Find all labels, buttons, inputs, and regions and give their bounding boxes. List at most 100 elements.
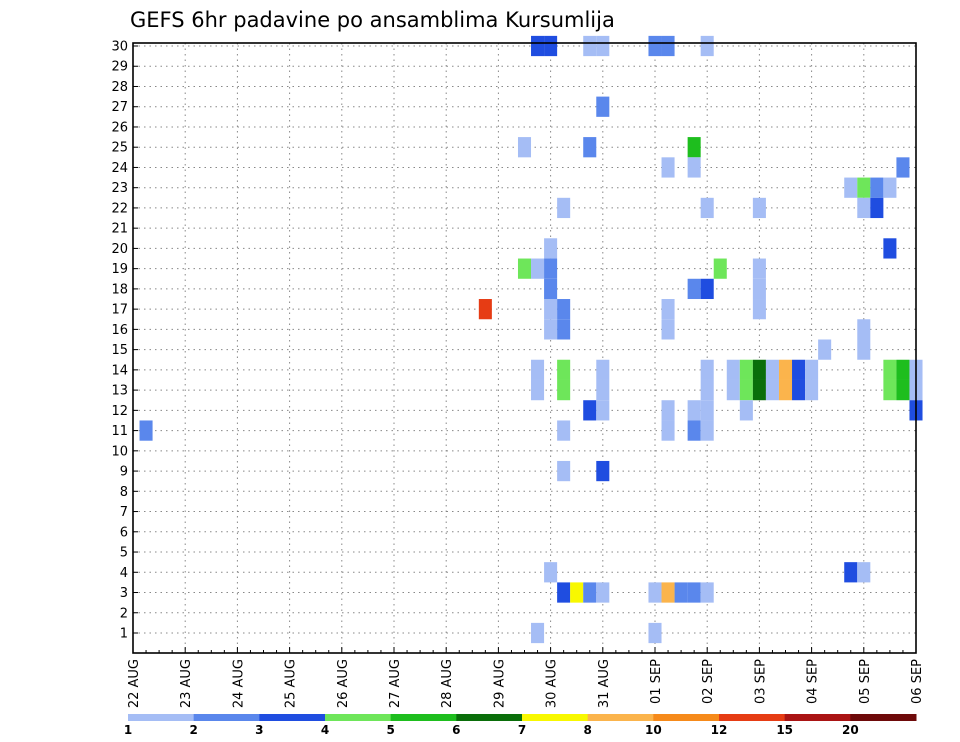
y-tick-label: 8: [120, 485, 128, 500]
heatmap-cell: [700, 197, 714, 219]
heatmap-cell: [648, 582, 662, 603]
y-tick-label: 14: [111, 363, 128, 378]
colorbar-label: 15: [776, 723, 793, 737]
heatmap-cell: [583, 582, 597, 603]
heatmap-cell: [857, 319, 871, 340]
heatmap-cell: [531, 622, 545, 644]
x-tick-label: 22 AUG: [127, 659, 142, 708]
y-tick-label: 2: [120, 606, 128, 621]
heatmap-cell: [844, 562, 858, 583]
y-tick-label: 5: [120, 546, 128, 561]
heatmap-cell: [739, 400, 753, 421]
y-tick-label: 16: [111, 323, 128, 338]
heatmap-cell: [752, 299, 766, 320]
heatmap-cell: [700, 359, 714, 380]
colorbar-segment: [587, 714, 654, 721]
colorbar-segment: [456, 714, 523, 721]
heatmap-cell: [870, 197, 884, 219]
heatmap-cell: [687, 400, 701, 421]
y-tick-label: 13: [111, 384, 128, 399]
heatmap-cell: [726, 359, 740, 380]
colorbar-segment: [784, 714, 851, 721]
y-tick-label: 27: [111, 100, 128, 115]
x-tick-label: 06 SEP: [910, 659, 925, 704]
y-tick-label: 1: [120, 627, 128, 642]
heatmap-cell: [752, 359, 766, 380]
heatmap-cell: [700, 35, 714, 57]
y-tick-label: 24: [111, 161, 128, 176]
y-tick-label: 3: [120, 586, 128, 601]
heatmap-cell: [517, 137, 532, 158]
heatmap-cell: [805, 359, 819, 380]
heatmap-cell: [752, 278, 766, 300]
x-tick-label: 02 SEP: [701, 659, 716, 704]
heatmap-cell: [661, 157, 675, 178]
y-tick-label: 25: [111, 141, 128, 156]
heatmap-cell: [557, 460, 571, 482]
heatmap-cell: [687, 582, 701, 603]
heatmap-cell: [661, 582, 675, 603]
heatmap-cell: [544, 299, 558, 320]
heatmap-cell: [596, 460, 610, 482]
heatmap-cell: [544, 562, 558, 583]
x-tick-label: 30 AUG: [545, 659, 560, 708]
heatmap-cell: [557, 379, 571, 401]
x-tick-label: 26 AUG: [336, 659, 351, 708]
x-tick-label: 04 SEP: [806, 659, 821, 704]
heatmap-cell: [596, 35, 610, 57]
colorbar-label: 2: [189, 723, 197, 737]
heatmap-cell: [778, 359, 793, 380]
heatmap-cell: [765, 379, 779, 401]
chart-title: GEFS 6hr padavine po ansamblima Kursumli…: [130, 8, 615, 32]
heatmap-cell: [557, 319, 571, 340]
y-tick-label: 18: [111, 282, 128, 297]
colorbar-legend: 1 2 3 4 5 6 7 8 10 12 15 20: [124, 714, 917, 737]
x-tick-label: 23 AUG: [179, 659, 194, 708]
colorbar-segment: [390, 714, 457, 721]
colorbar-label: 10: [645, 723, 662, 737]
y-tick-label: 17: [111, 303, 128, 318]
heatmap-cell: [700, 379, 714, 401]
heatmap-cell: [570, 582, 584, 603]
y-tick-label: 23: [111, 181, 128, 196]
y-tick-label: 22: [111, 201, 128, 216]
y-tick-label: 19: [111, 262, 128, 277]
colorbar-segment: [128, 714, 195, 721]
heatmap-cell: [752, 258, 766, 279]
heatmap-cell: [700, 582, 714, 603]
x-tick-label: 03 SEP: [753, 659, 768, 704]
heatmap-cell: [557, 582, 571, 603]
heatmap-cell: [883, 359, 897, 380]
heatmap-cell: [583, 400, 597, 421]
heatmap-cell: [687, 420, 701, 441]
colorbar-segment: [522, 714, 589, 721]
heatmap-cell: [596, 379, 610, 401]
colorbar-segment: [719, 714, 786, 721]
colorbar-label: 6: [452, 723, 460, 737]
heatmap-cell: [661, 400, 675, 421]
heatmap-cell: [661, 35, 675, 57]
heatmap-cell: [896, 359, 910, 380]
heatmap-cell: [596, 359, 610, 380]
colorbar-segment: [653, 714, 720, 721]
x-tick-label: 05 SEP: [858, 659, 873, 704]
heatmap-cell: [544, 258, 558, 279]
heatmap-cell: [739, 359, 753, 380]
y-tick-label: 15: [111, 343, 128, 358]
heatmap-cell: [792, 379, 806, 401]
heatmap-cell: [557, 299, 571, 320]
heatmap-cell: [778, 379, 793, 401]
heatmap-cell: [583, 137, 597, 158]
y-tick-label: 11: [111, 424, 128, 439]
colorbar-label: 8: [583, 723, 591, 737]
heatmap-cell: [517, 258, 532, 279]
heatmap-cell: [557, 420, 571, 441]
heatmap-cell: [596, 96, 610, 117]
heatmap-cell: [857, 339, 871, 360]
y-tick-label: 28: [111, 80, 128, 95]
heatmap-cell: [857, 562, 871, 583]
heatmap-cell: [557, 197, 571, 219]
heatmap-cell: [857, 197, 871, 219]
grid-lines: [133, 43, 916, 653]
